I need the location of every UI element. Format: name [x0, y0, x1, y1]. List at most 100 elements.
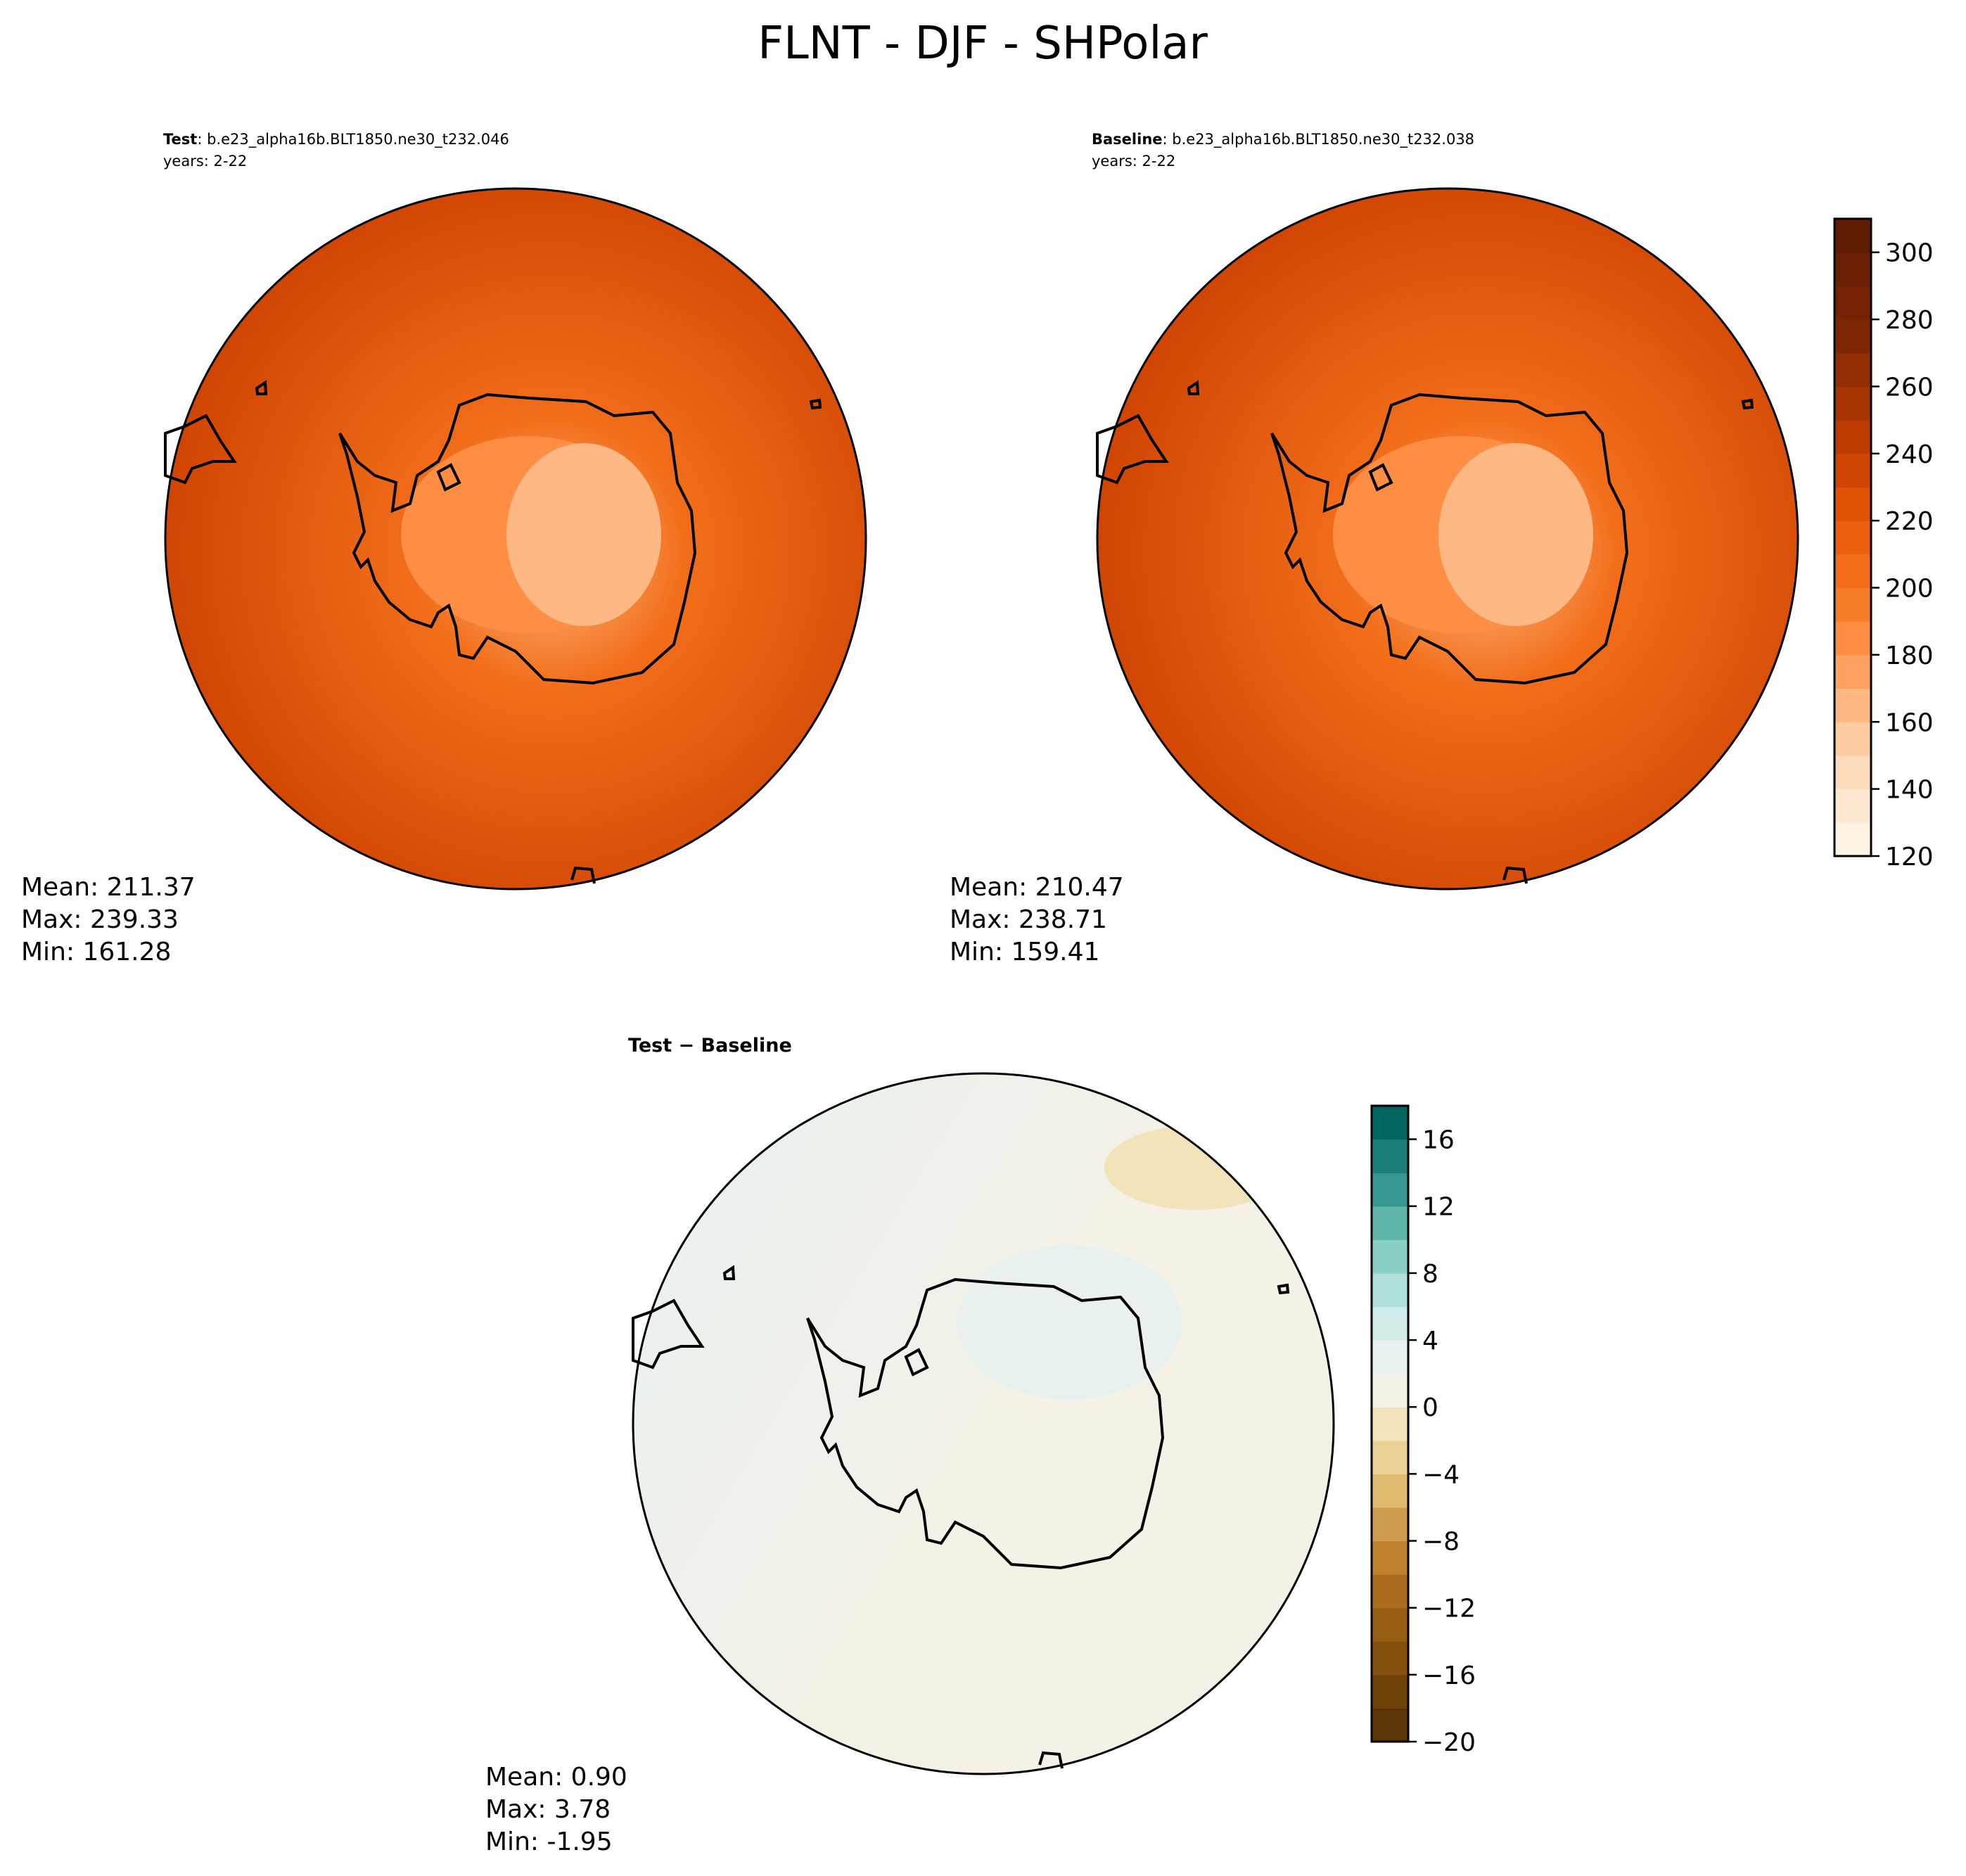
difference-stat-min: Min: -1.95 [485, 1827, 613, 1856]
difference-colorbar-segment [1372, 1607, 1408, 1642]
test-years: years: 2-22 [163, 153, 247, 170]
test-island-coast [436, 463, 461, 492]
baseline-colorbar-segment [1834, 789, 1871, 823]
difference-colorbar-segment [1372, 1540, 1408, 1575]
difference-panel: Test − Baseline Mean: 0.90 Max: 3.78 Min… [485, 1035, 1476, 1856]
difference-colorbar-tick-label: −4 [1422, 1460, 1460, 1489]
baseline-colorbar-frame [1833, 217, 1872, 857]
baseline-island-coast [1368, 463, 1393, 492]
test-island-west-coast [255, 380, 268, 395]
difference-field-negative-patch [1104, 1125, 1287, 1210]
baseline-colorbar-segment [1834, 521, 1871, 555]
difference-colorbar-tick-label: −16 [1422, 1661, 1476, 1690]
baseline-colorbar-segment [1834, 487, 1871, 521]
difference-colorbar-segment [1372, 1340, 1408, 1374]
baseline-colorbar-tick-label: 200 [1885, 575, 1934, 604]
difference-colorbar-tick-label: −8 [1422, 1528, 1460, 1557]
difference-colorbar-segment [1372, 1272, 1408, 1308]
baseline-label-rest: : b.e23_alpha16b.BLT1850.ne30_t232.038 [1163, 131, 1475, 148]
difference-colorbar-segment [1372, 1474, 1408, 1508]
difference-field-patch [957, 1245, 1182, 1400]
baseline-colorbar-tick-label: 300 [1885, 239, 1934, 268]
difference-colorbar-segment [1372, 1574, 1408, 1609]
baseline-stat-max: Max: 238.71 [950, 905, 1107, 934]
baseline-colorbar-segment [1834, 286, 1871, 320]
difference-colorbar-segment [1372, 1306, 1408, 1341]
baseline-colorbar-segment [1834, 722, 1871, 756]
difference-colorbar-tick-label: 16 [1422, 1126, 1455, 1155]
baseline-colorbar-segment [1834, 219, 1871, 253]
difference-colorbar-segment [1372, 1407, 1408, 1441]
baseline-colorbar-tick-label: 180 [1885, 642, 1934, 670]
baseline-island-south-coast [1502, 866, 1528, 884]
baseline-map-boundary [1096, 187, 1799, 891]
test-map-field [165, 189, 866, 889]
baseline-colorbar-segment [1834, 453, 1871, 488]
difference-stat-mean: Mean: 0.90 [485, 1763, 627, 1792]
baseline-panel-label: Baseline: b.e23_alpha16b.BLT1850.ne30_t2… [1092, 131, 1474, 148]
difference-map-field [633, 1073, 1334, 1774]
test-island-east-coast [809, 398, 822, 410]
baseline-colorbar-segment [1834, 319, 1871, 354]
difference-colorbar-segment [1372, 1106, 1408, 1140]
baseline-colorbar-segment [1834, 621, 1871, 656]
difference-colorbar-segment [1372, 1440, 1408, 1474]
difference-map-boundary [632, 1072, 1335, 1775]
test-map-boundary [164, 187, 867, 891]
difference-colorbar-segment [1372, 1708, 1408, 1742]
test-island-south-coast [570, 866, 596, 884]
baseline-colorbar-tick-label: 140 [1885, 776, 1934, 805]
difference-colorbar-segment [1372, 1641, 1408, 1676]
baseline-colorbar-tick-label: 240 [1885, 440, 1934, 469]
difference-panel-label: Test − Baseline [628, 1035, 792, 1057]
test-label-rest: : b.e23_alpha16b.BLT1850.ne30_t232.046 [197, 131, 509, 148]
baseline-stat-mean: Mean: 210.47 [950, 873, 1124, 902]
figure-title: FLNT - DJF - SHPolar [758, 18, 1208, 70]
difference-island-south-coast [1038, 1751, 1064, 1769]
baseline-field-core-high [1438, 443, 1593, 626]
baseline-colorbar-segment [1834, 755, 1871, 790]
baseline-colorbar-tick-label: 260 [1885, 373, 1934, 402]
baseline-panel: Baseline: b.e23_alpha16b.BLT1850.ne30_t2… [950, 131, 1934, 966]
test-panel: Test: b.e23_alpha16b.BLT1850.ne30_t232.0… [21, 131, 867, 966]
difference-colorbar-segment [1372, 1507, 1408, 1542]
test-stat-min: Min: 161.28 [21, 938, 171, 966]
difference-colorbar-segment [1372, 1373, 1408, 1408]
baseline-colorbar-segment [1834, 587, 1871, 622]
baseline-colorbar-tick-label: 280 [1885, 306, 1934, 335]
baseline-colorbar-segment [1834, 554, 1871, 589]
baseline-island-west-coast [1187, 380, 1200, 395]
difference-colorbar-tick-label: 4 [1422, 1327, 1438, 1355]
test-stat-mean: Mean: 211.37 [21, 873, 196, 902]
baseline-colorbar-segment [1834, 252, 1871, 286]
difference-colorbar-tick-label: 12 [1422, 1193, 1455, 1222]
difference-colorbar-tick-label: 0 [1422, 1393, 1438, 1422]
difference-colorbar: −20 −16 −12 −8 −4 0 4 8 12 16 [1370, 1104, 1476, 1757]
test-stat-max: Max: 239.33 [21, 905, 179, 934]
difference-island-west-coast [722, 1265, 736, 1280]
difference-island-coast [904, 1348, 929, 1377]
difference-colorbar-segment [1372, 1206, 1408, 1240]
baseline-years: years: 2-22 [1092, 153, 1175, 170]
difference-colorbar-segment [1372, 1139, 1408, 1173]
difference-stat-max: Max: 3.78 [485, 1795, 611, 1824]
difference-colorbar-tick-label: −20 [1422, 1728, 1476, 1757]
difference-island-east-coast [1277, 1283, 1290, 1295]
baseline-colorbar-tick-label: 120 [1885, 843, 1934, 872]
baseline-coastlines [1096, 380, 1754, 884]
baseline-map-field [1097, 189, 1798, 889]
difference-colorbar-segment [1372, 1173, 1408, 1207]
baseline-island-east-coast [1741, 398, 1754, 410]
baseline-colorbar-segment [1834, 654, 1871, 689]
baseline-colorbar-segment [1834, 822, 1871, 857]
test-field-core-high [506, 443, 661, 626]
baseline-label-bold: Baseline [1092, 131, 1163, 148]
baseline-colorbar-tick-label: 160 [1885, 708, 1934, 737]
test-label-bold: Test [163, 131, 197, 148]
baseline-colorbar-segment [1834, 420, 1871, 454]
baseline-stat-min: Min: 159.41 [950, 938, 1099, 966]
difference-colorbar-tick-label: −12 [1422, 1595, 1476, 1623]
baseline-colorbar-segment [1834, 352, 1871, 388]
baseline-colorbar-tick-label: 220 [1885, 507, 1934, 536]
